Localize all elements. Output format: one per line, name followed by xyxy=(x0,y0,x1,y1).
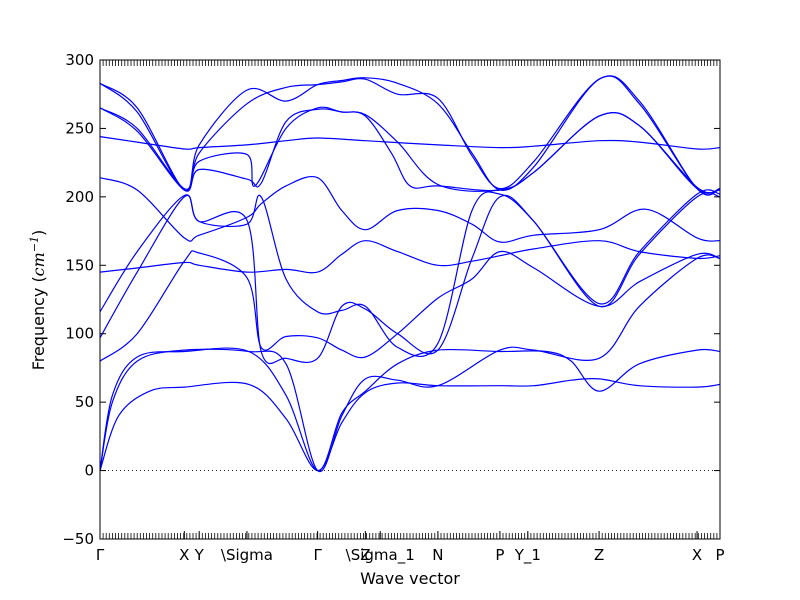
band-line-7 xyxy=(99,240,721,274)
x-axis-label: Wave vector xyxy=(360,569,460,588)
x-tick-label: \Sigma_1 xyxy=(346,546,415,565)
y-axis-label-text: Frequency ( xyxy=(29,276,48,370)
x-tick-label: \Sigma xyxy=(221,546,273,564)
y-tick-label: −50 xyxy=(62,530,94,548)
x-tick-label: Z xyxy=(594,546,604,564)
band-line-1 xyxy=(99,377,721,472)
y-axis-label-unit: cm xyxy=(29,252,48,276)
y-tick-label: 100 xyxy=(65,325,94,343)
band-line-6 xyxy=(99,189,721,357)
x-tick-label: P xyxy=(495,546,504,564)
y-axis-label-exponent: −1 xyxy=(28,236,41,252)
y-axis-label-close: ) xyxy=(29,230,48,236)
band-line-9 xyxy=(99,136,721,150)
y-tick-label: 50 xyxy=(75,393,94,411)
series-lines xyxy=(99,75,721,473)
y-axis-label: Frequency (cm−1) xyxy=(28,230,48,371)
y-tick-label: 150 xyxy=(65,256,94,274)
x-tick-label: Γ xyxy=(96,546,105,564)
x-tick-label: N xyxy=(432,546,443,564)
y-tick-label: 300 xyxy=(65,51,94,69)
y-axis: −50 0 50 100 150 200 250 300 xyxy=(62,51,720,548)
band-line-2 xyxy=(99,347,721,472)
x-tick-label: X xyxy=(692,546,702,564)
x-tick-label: Y xyxy=(194,546,205,564)
x-tick-label: Z xyxy=(360,546,370,564)
y-tick-label: 250 xyxy=(65,119,94,137)
band-line-13 xyxy=(99,75,721,196)
y-tick-label: 200 xyxy=(65,188,94,206)
band-line-3 xyxy=(99,254,721,473)
band-line-8 xyxy=(99,176,721,243)
y-tick-label: 0 xyxy=(84,462,94,480)
x-axis: Γ X Y \Sigma Γ Z\Sigma_1 N P Y_1 Z X P xyxy=(96,60,725,565)
band-line-11 xyxy=(99,107,721,194)
x-tick-label: X xyxy=(179,546,189,564)
x-tick-label: Γ xyxy=(313,546,322,564)
x-tick-label: P xyxy=(715,546,724,564)
x-tick-label: Y_1 xyxy=(514,546,541,565)
